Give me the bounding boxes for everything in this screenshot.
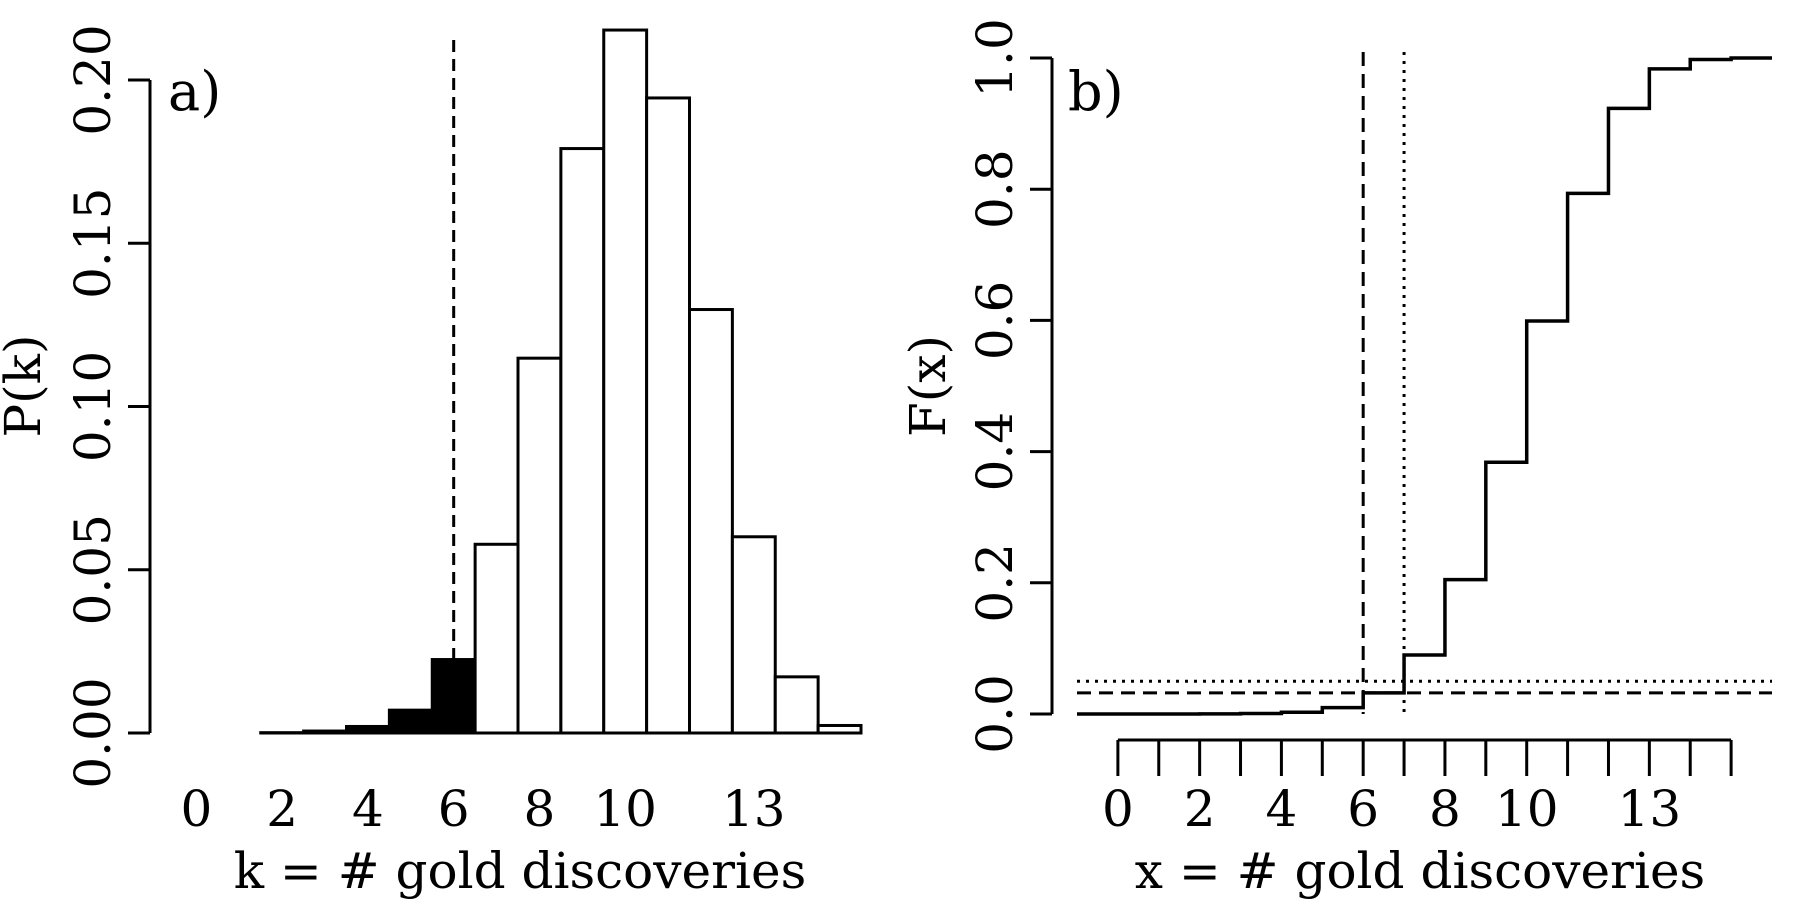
panel-a-x-tick-label: 13 [722, 780, 786, 838]
panel-a-bar [516, 356, 563, 735]
panel-a-bar [773, 675, 820, 735]
panel-a-bar [430, 658, 477, 735]
panel-a-label: a) [168, 60, 221, 123]
panel-a-pmf-chart: a) P(k) k = # gold discoveries 0.000.050… [0, 24, 863, 900]
panel-b-y-tick-label: 0.6 [966, 281, 1024, 361]
panel-a-x-tick-label: 2 [266, 780, 298, 838]
panel-a-y-tick-label: 0.00 [64, 677, 122, 788]
panel-a-x-tick-label: 10 [593, 780, 657, 838]
panel-b-x-tick-label: 13 [1618, 780, 1682, 838]
panel-b-x-axis-title: x = # gold discoveries [1135, 842, 1705, 900]
panel-b-y-tick-label: 0.8 [966, 149, 1024, 229]
panel-b-y-tick-label: 0.4 [966, 412, 1024, 492]
panel-b-x-tick-label: 4 [1266, 780, 1298, 838]
panel-a-bar [645, 96, 691, 735]
panel-a-bars [259, 28, 863, 735]
panel-a-bar [559, 147, 606, 735]
panel-a-y-axis-title: P(k) [0, 335, 52, 438]
panel-a-bar [688, 308, 734, 735]
panel-b-x-tick-label: 10 [1495, 780, 1559, 838]
panel-a-x-tick-label: 0 [181, 780, 213, 838]
panel-a-x-tick-label: 4 [352, 780, 384, 838]
panel-a-x-tick-label: 8 [524, 780, 556, 838]
panel-a-y-tick-label: 0.10 [64, 351, 122, 462]
panel-a-x-axis-title: k = # gold discoveries [234, 842, 807, 900]
panel-b-x-tick-label: 2 [1184, 780, 1216, 838]
panel-b-label: b) [1068, 60, 1124, 123]
panel-b-x-tick-label: 6 [1347, 780, 1379, 838]
panel-a-x-tick-label: 6 [438, 780, 470, 838]
panel-b-y-tick-label: 0.2 [966, 543, 1024, 623]
panel-b-axes: 0.0 0.2 0.4 0.6 0.8 1.0 0 2 4 6 8 10 13 [966, 18, 1733, 838]
panel-a-bar [302, 729, 348, 735]
panel-a-bar [602, 28, 649, 735]
panel-b-cdf-chart: b) F(x) x = # gold discoveries 0.0 0.2 0.4… [899, 18, 1772, 900]
panel-a-y-tick-label: 0.05 [64, 514, 122, 625]
panel-b-y-axis-title: F(x) [899, 335, 957, 437]
panel-b-y-tick-label: 0.0 [966, 674, 1024, 754]
panel-b-x-tick-label: 8 [1429, 780, 1461, 838]
panel-a-bar [345, 724, 391, 735]
panel-b-y-tick-label: 1.0 [966, 18, 1024, 98]
panel-a-axes: 0.00 0.05 0.10 0.15 0.20 0 2 4 6 8 10 13 [64, 24, 786, 838]
panel-a-bar [816, 723, 863, 735]
panel-b-reference-lines [1077, 52, 1772, 714]
panel-a-bar [730, 535, 777, 735]
panel-a-bar [473, 542, 520, 735]
panel-a-bar [387, 708, 434, 735]
panel-a-y-tick-label: 0.15 [64, 188, 122, 299]
panel-b-x-tick-label: 0 [1102, 780, 1134, 838]
panel-a-y-tick-label: 0.20 [64, 24, 122, 135]
panel-b-cdf-line [1077, 56, 1772, 716]
panel-b-step-function [1077, 56, 1772, 716]
